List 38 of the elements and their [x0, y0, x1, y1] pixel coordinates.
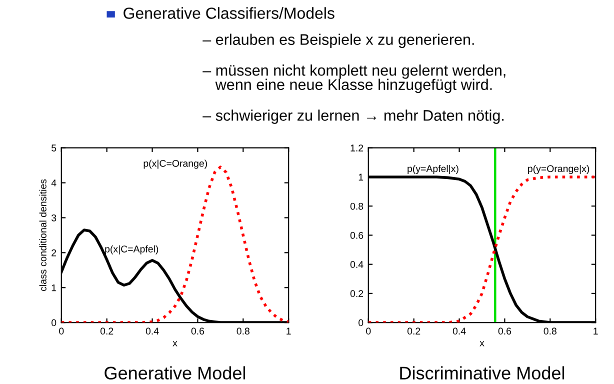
annotation: p(x|C=Orange)	[144, 160, 207, 169]
x-tick-label: 1	[286, 328, 291, 334]
text: Discriminative Model	[400, 366, 564, 380]
y-tick-label: 0.8	[350, 202, 364, 210]
x-tick-label: 0	[59, 328, 64, 335]
x-tick-label: 0	[366, 328, 371, 335]
y-tick-label: 5	[52, 144, 56, 152]
y-tick-label: 0.6	[350, 232, 364, 239]
y-tick-label: 0	[52, 319, 56, 326]
y-tick-label: 3	[52, 214, 56, 222]
x-tick-label: 0.2	[100, 328, 114, 335]
x-tick-label: 0.8	[544, 328, 556, 335]
y-tick-label: 1	[358, 174, 364, 180]
y-tick-label: 0.4	[350, 261, 364, 268]
x-tick-label: 1	[594, 328, 598, 334]
text: Generative Model	[104, 366, 246, 380]
annotation: p(y=Orange|x)	[528, 164, 590, 174]
x-tick-label: 0.6	[191, 328, 204, 335]
text: – schwieriger zu lernen → mehr Daten nötig.	[202, 110, 504, 124]
annotation: p(y=Apfel|x)	[408, 164, 458, 174]
y-tick-label: 1	[52, 284, 56, 292]
x-axis-title: x	[480, 341, 484, 346]
x-tick-label: 0.8	[236, 328, 250, 335]
text: Generative Classifiers/Models	[124, 7, 334, 19]
y-tick-label: 0.2	[350, 290, 364, 298]
x-tick-label: 0.4	[146, 328, 159, 335]
x-tick-label: 0.4	[452, 328, 466, 335]
x-axis-title: x	[172, 341, 178, 346]
y-axis-title: class conditional densities	[39, 179, 46, 291]
y-tick-label: 1.2	[350, 144, 364, 152]
annotation: p(x|C=Apfel)	[105, 245, 158, 254]
text: – erlauben es Beispiele x zu generieren.	[202, 34, 474, 48]
x-tick-label: 0.6	[498, 328, 512, 335]
y-tick-label: 0	[358, 319, 364, 326]
y-tick-label: 4	[51, 180, 56, 186]
y-tick-label: 2	[52, 249, 56, 256]
text: – müssen nicht komplett neu gelernt werden, wenn eine neue Klasse hinzugefügt wird.	[202, 64, 506, 94]
x-tick-label: 0.2	[407, 328, 420, 335]
